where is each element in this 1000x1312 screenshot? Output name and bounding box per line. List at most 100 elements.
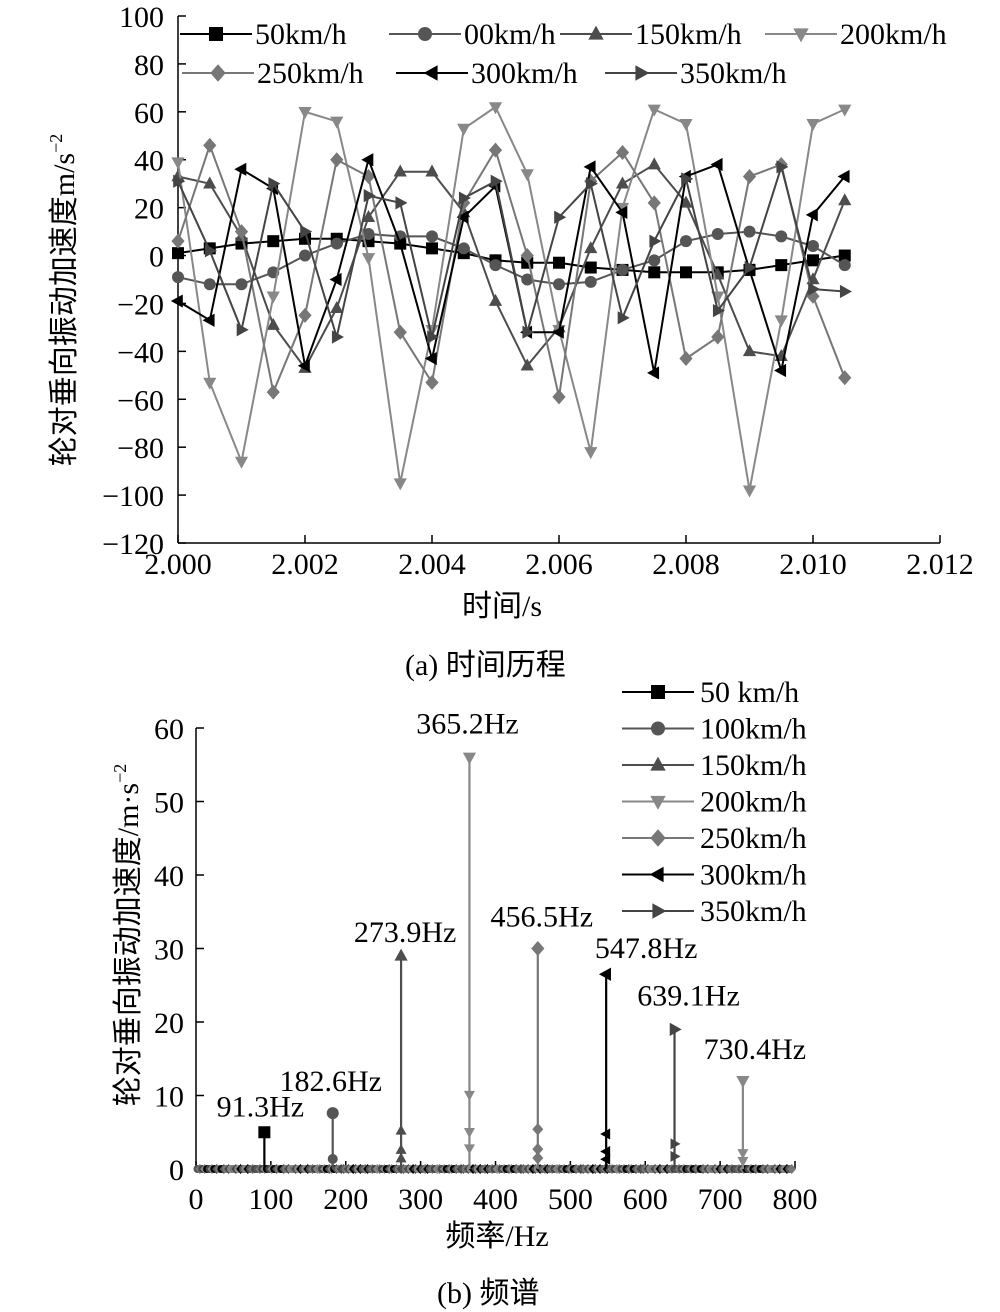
y-tick-label: 10 (154, 1081, 184, 1114)
data-point (648, 266, 661, 279)
data-point (520, 248, 534, 264)
data-point (648, 254, 661, 267)
legend-label: 150km/h (635, 18, 742, 51)
legend-marker (588, 25, 604, 40)
legend-item: 00km/h (389, 18, 556, 51)
data-point (744, 260, 757, 275)
data-point (838, 259, 851, 272)
data-point (268, 177, 281, 191)
legend-label: 50km/h (255, 18, 347, 51)
y-axis-label-sup: −2 (110, 764, 130, 783)
legend-item: 150km/h (560, 18, 742, 51)
data-point (488, 293, 503, 306)
data-point (647, 366, 660, 380)
data-point (553, 256, 565, 269)
peak-label: 365.2Hz (416, 707, 518, 740)
x-tick-label: 300 (398, 1183, 443, 1216)
peak-marker (531, 941, 545, 956)
y-axis-label-sup: −2 (46, 134, 66, 153)
legend-marker (652, 903, 667, 919)
y-tick-label: 30 (154, 934, 184, 967)
legend-marker (651, 685, 665, 699)
data-point (235, 278, 248, 291)
spectrum-series: 456.5Hz (491, 901, 593, 1169)
peak-label: 456.5Hz (491, 901, 593, 934)
y-tick-label: 40 (134, 145, 164, 178)
legend-label: 100km/h (700, 713, 807, 746)
data-point (808, 282, 821, 296)
legend-item: 350km/h (622, 895, 807, 928)
peak-sub-marker (395, 1124, 407, 1135)
legend-label: 200km/h (700, 786, 807, 819)
data-point (267, 235, 280, 248)
data-point (679, 195, 693, 208)
x-tick-label: 2.004 (398, 548, 466, 581)
legend-label: 350km/h (700, 895, 807, 928)
x-axis-label: 时间/s (462, 590, 542, 623)
data-point (393, 236, 406, 251)
legend-label: 50 km/h (700, 676, 799, 709)
data-point (839, 284, 852, 299)
data-point (425, 164, 439, 177)
legend-marker (650, 756, 666, 771)
legend-label: 250km/h (700, 822, 807, 855)
data-point (838, 193, 852, 206)
y-tick-label: 0 (169, 1154, 184, 1187)
data-point (330, 152, 344, 168)
data-point (615, 176, 630, 189)
peak-label: 182.6Hz (279, 1065, 381, 1098)
y-tick-label: −60 (117, 384, 164, 417)
data-point (776, 160, 789, 174)
y-tick-label: −100 (102, 480, 164, 513)
legend-label: 350km/h (680, 57, 787, 90)
data-point (615, 145, 630, 161)
data-point (584, 261, 597, 274)
data-point (204, 244, 217, 258)
noise-floor (193, 1164, 797, 1174)
data-point (585, 177, 598, 191)
data-point (742, 168, 757, 184)
data-point (647, 195, 661, 211)
data-point (331, 330, 344, 344)
data-point (584, 241, 598, 254)
x-axis-label: 频率/Hz (445, 1220, 548, 1253)
data-point (774, 315, 788, 328)
legend-marker (649, 866, 664, 883)
data-point (711, 329, 725, 345)
y-tick-label: −80 (117, 432, 164, 465)
data-point (457, 123, 471, 136)
y-tick-label: 80 (134, 49, 164, 82)
y-axis-label: 轮对垂向振动加速度/m·s−2 (110, 764, 145, 1107)
data-point (774, 363, 787, 378)
x-tick-label: 100 (248, 1183, 293, 1216)
legend-label: 300km/h (471, 57, 578, 90)
series-line (171, 102, 852, 498)
peak-sub-marker (463, 1090, 475, 1101)
y-tick-label: −120 (102, 528, 164, 561)
y-tick-label: 0 (149, 241, 164, 274)
data-point (299, 249, 311, 262)
y-axis-label: 轮对垂向振动加速度m/s−2 (46, 134, 81, 467)
data-point (806, 118, 820, 131)
legend-marker (650, 795, 666, 810)
peak-sub-marker (327, 1153, 338, 1164)
data-point (456, 210, 469, 224)
legend-marker (650, 829, 666, 847)
x-tick-label: 0 (189, 1183, 204, 1216)
peak-sub-marker (532, 1151, 544, 1165)
legend-item: 200km/h (765, 18, 947, 51)
legend-label: 00km/h (464, 18, 556, 51)
data-point (203, 377, 217, 390)
data-point (234, 162, 247, 176)
data-point (266, 317, 280, 330)
spectrum-series: 273.9Hz (354, 916, 456, 1169)
data-point (679, 351, 693, 367)
data-point (553, 278, 565, 291)
data-point (838, 370, 852, 386)
legend-label: 300km/h (700, 859, 807, 892)
x-tick-label: 700 (698, 1183, 743, 1216)
data-point (488, 102, 503, 115)
data-point (807, 239, 819, 252)
